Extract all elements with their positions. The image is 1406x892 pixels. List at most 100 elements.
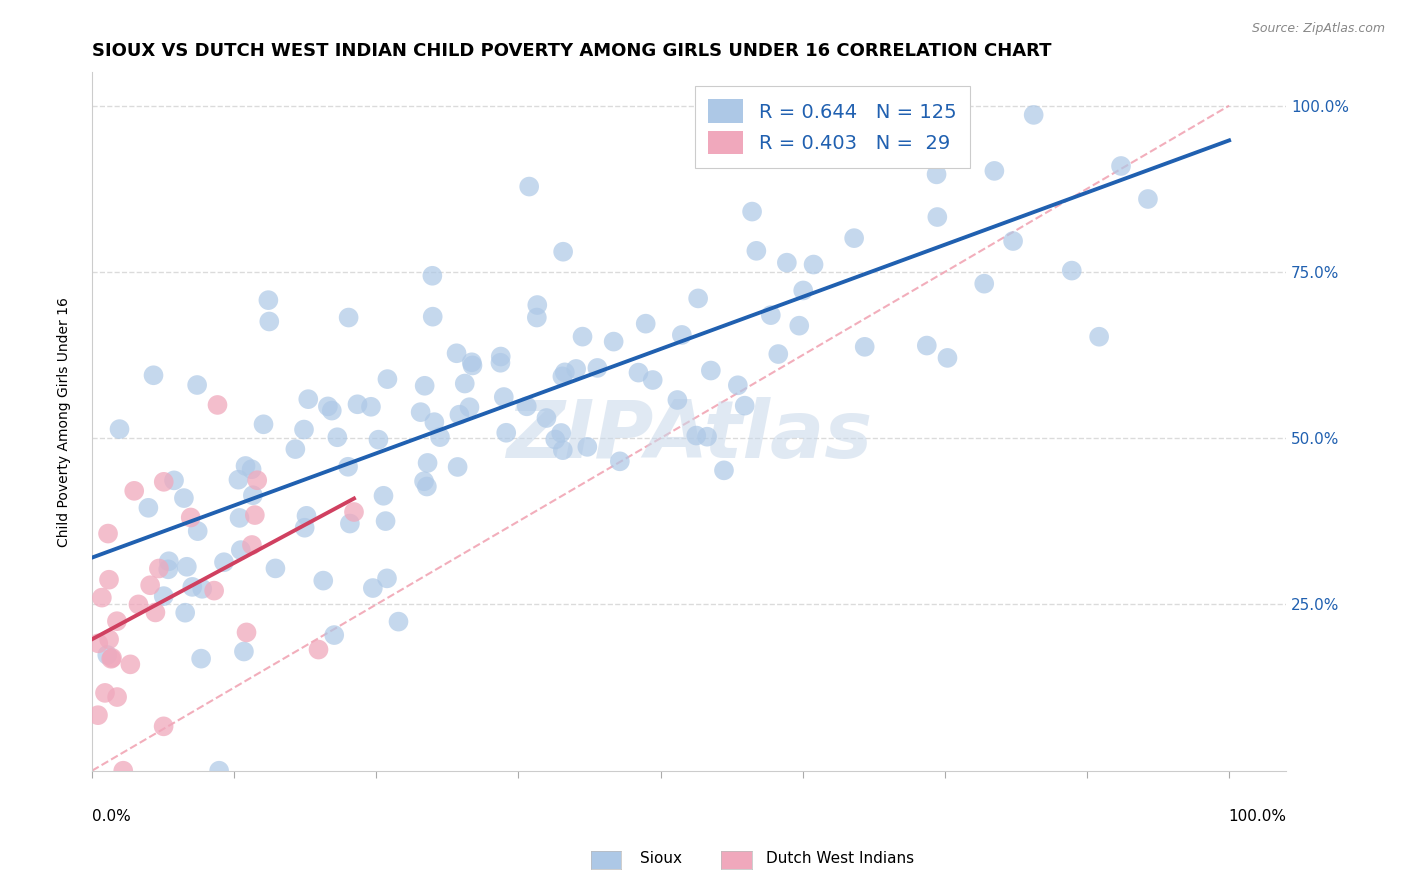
Point <box>208 764 231 778</box>
Point <box>321 403 343 417</box>
Point <box>176 559 198 574</box>
Point <box>87 636 110 650</box>
Point <box>713 463 735 477</box>
Point <box>759 308 782 322</box>
Point <box>98 573 121 587</box>
Point <box>235 458 257 473</box>
Point <box>152 719 174 733</box>
Point <box>526 298 548 312</box>
Point <box>700 363 723 377</box>
Point <box>337 310 360 325</box>
Point <box>139 578 162 592</box>
Point <box>1088 329 1111 343</box>
Point <box>458 401 481 415</box>
Point <box>927 210 949 224</box>
Point <box>553 244 575 259</box>
Point <box>163 474 186 488</box>
Point <box>292 423 315 437</box>
Point <box>246 473 269 487</box>
Point <box>94 686 117 700</box>
Point <box>696 430 718 444</box>
Point <box>609 454 631 468</box>
Point <box>173 491 195 505</box>
Point <box>339 516 361 531</box>
Point <box>112 764 135 778</box>
Point <box>323 628 346 642</box>
Point <box>240 538 263 552</box>
Point <box>145 606 167 620</box>
Point <box>264 561 287 575</box>
Point <box>122 483 145 498</box>
Point <box>565 362 588 376</box>
Point <box>228 473 250 487</box>
Point <box>190 651 212 665</box>
Point <box>745 244 768 258</box>
Point <box>423 415 446 429</box>
Point <box>181 580 204 594</box>
Point <box>586 360 609 375</box>
Point <box>454 376 477 391</box>
Point <box>212 555 235 569</box>
Legend: R = 0.644   N = 125, R = 0.403   N =  29: R = 0.644 N = 125, R = 0.403 N = 29 <box>695 86 970 168</box>
Point <box>550 425 572 440</box>
Point <box>202 583 225 598</box>
Point <box>308 642 330 657</box>
Point <box>259 314 281 328</box>
Point <box>544 433 567 447</box>
Point <box>90 591 112 605</box>
Point <box>768 347 790 361</box>
Point <box>97 526 120 541</box>
Point <box>416 479 439 493</box>
Point <box>416 456 439 470</box>
Point <box>240 462 263 476</box>
Point <box>326 430 349 444</box>
Point <box>446 459 468 474</box>
Point <box>1109 159 1132 173</box>
Point <box>489 350 512 364</box>
Point <box>776 255 799 269</box>
Point <box>741 204 763 219</box>
Point <box>361 581 384 595</box>
Point <box>492 390 515 404</box>
Point <box>360 400 382 414</box>
Point <box>257 293 280 307</box>
Point <box>337 459 360 474</box>
Point <box>232 644 254 658</box>
Point <box>180 510 202 524</box>
Point <box>343 505 366 519</box>
Point <box>228 511 250 525</box>
Point <box>138 500 160 515</box>
Point <box>526 310 548 325</box>
Point <box>688 292 710 306</box>
Point <box>387 615 409 629</box>
Point <box>627 366 650 380</box>
Point <box>413 378 436 392</box>
Y-axis label: Child Poverty Among Girls Under 16: Child Poverty Among Girls Under 16 <box>58 297 72 547</box>
Point <box>316 400 339 414</box>
Point <box>142 368 165 383</box>
Point <box>284 442 307 456</box>
Point <box>242 488 264 502</box>
Point <box>96 648 118 662</box>
Text: Sioux: Sioux <box>640 851 682 865</box>
Point <box>100 652 122 666</box>
Point <box>576 440 599 454</box>
Point <box>495 425 517 440</box>
Point <box>727 378 749 392</box>
Point <box>887 110 910 124</box>
Point <box>1136 192 1159 206</box>
Point <box>853 340 876 354</box>
Point <box>936 351 959 365</box>
Point <box>536 411 558 425</box>
Point <box>449 408 471 422</box>
Point <box>641 373 664 387</box>
Text: SIOUX VS DUTCH WEST INDIAN CHILD POVERTY AMONG GIRLS UNDER 16 CORRELATION CHART: SIOUX VS DUTCH WEST INDIAN CHILD POVERTY… <box>91 42 1052 60</box>
Point <box>373 489 395 503</box>
Point <box>152 475 174 489</box>
Point <box>734 399 756 413</box>
Point <box>187 524 209 538</box>
Point <box>422 268 444 283</box>
Point <box>915 338 938 352</box>
Point <box>461 355 484 369</box>
Point <box>1060 263 1083 277</box>
